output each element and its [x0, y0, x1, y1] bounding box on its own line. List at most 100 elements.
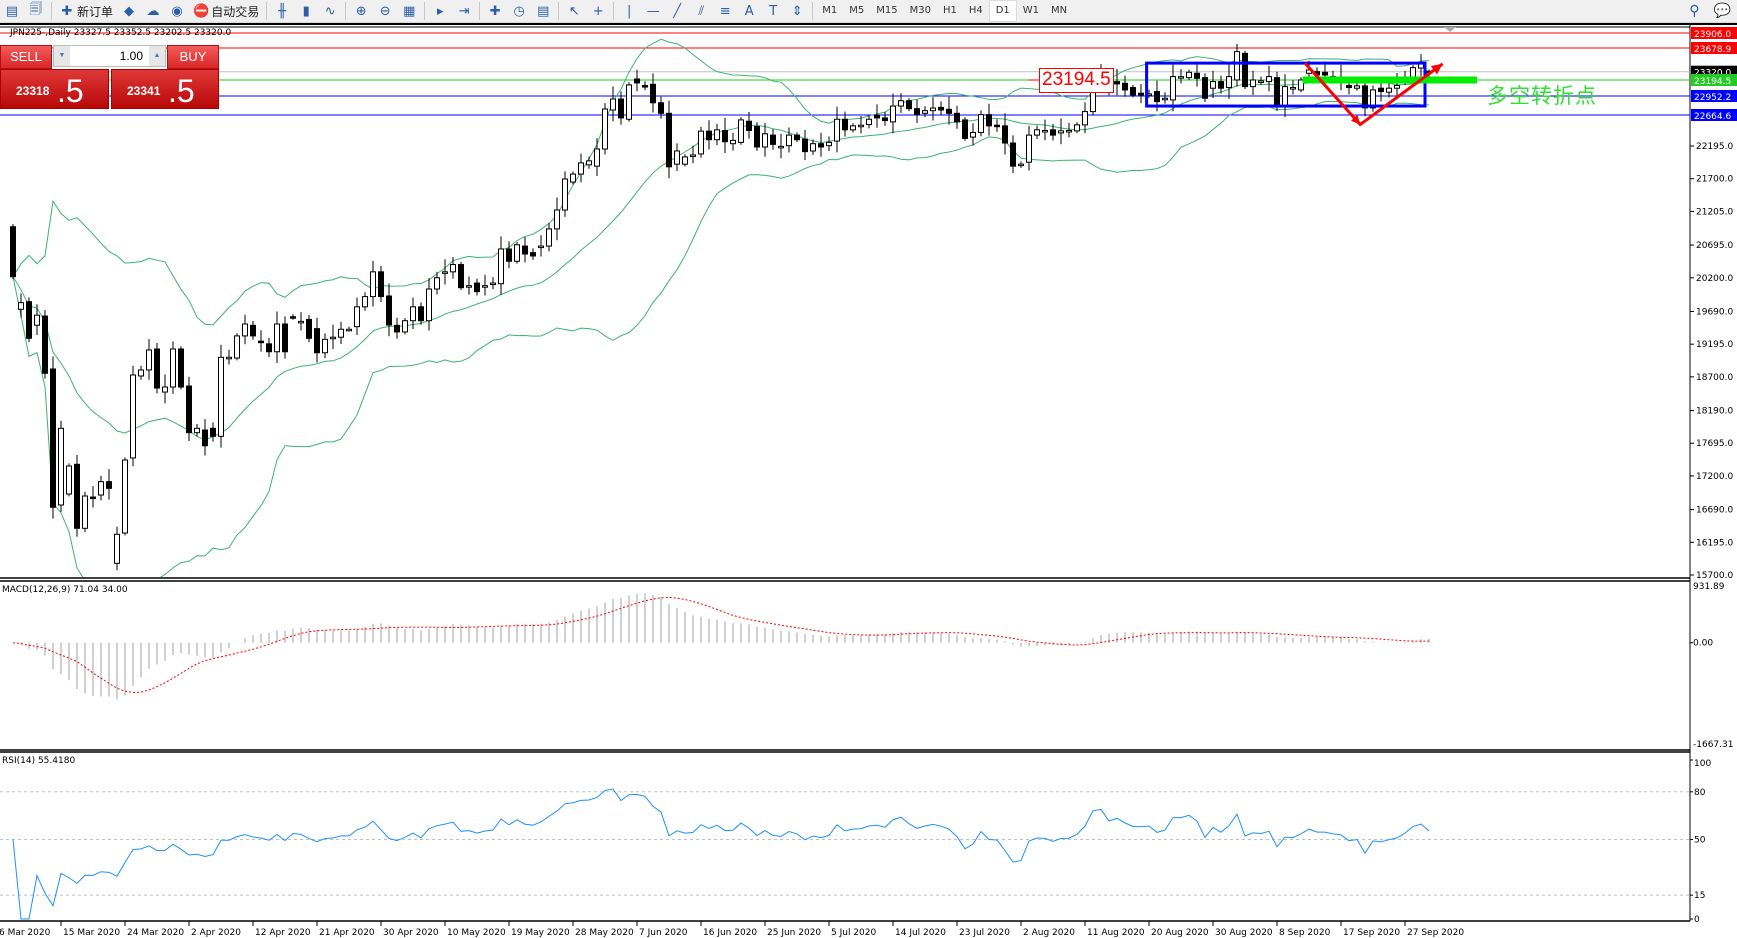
vertical-line-button[interactable]: | [617, 1, 641, 21]
bullish-candle [298, 320, 304, 324]
timeframe-m5[interactable]: M5 [849, 5, 865, 16]
bearish-candle [882, 117, 888, 122]
templates-button[interactable]: ▤ [531, 1, 555, 21]
bullish-candle [442, 271, 448, 274]
buy-price: 23341 [127, 84, 161, 98]
time-axis-label: 17 Sep 2020 [1343, 928, 1400, 938]
fibonacci-button[interactable]: ≡ [713, 1, 737, 21]
price-level-tag [1691, 108, 1737, 121]
bollinger-lower-band [12, 101, 1430, 577]
metaeditor-button[interactable]: ◆ [117, 1, 141, 21]
bullish-candle [362, 296, 368, 308]
bearish-candle [1218, 81, 1224, 89]
bearish-candle [1194, 72, 1200, 79]
bullish-candle [66, 465, 72, 495]
profiles-button[interactable]: 🗐 [24, 1, 48, 21]
toolbar-separator [812, 2, 814, 20]
buy-price-button[interactable]: 23341 .5 [111, 69, 219, 109]
bearish-candle [1154, 91, 1160, 103]
fibonacci-icon: ≡ [719, 3, 731, 19]
chart-shift-button[interactable]: ⇥ [452, 1, 476, 21]
bullish-candle [898, 100, 904, 107]
arrows-button[interactable]: ⇕ [785, 1, 809, 21]
bearish-candle [474, 282, 480, 293]
price-axis-label: 17200.0 [1696, 472, 1733, 482]
bullish-candle [498, 248, 504, 285]
price-axis-label: 19690.0 [1696, 307, 1733, 317]
bullish-candle [858, 124, 864, 128]
time-axis-label: 10 May 2020 [447, 928, 506, 938]
tile-windows-button[interactable]: ▦ [397, 1, 421, 21]
sell-price-button[interactable]: 23318 .5 [0, 69, 109, 109]
price-level-text-label[interactable]: 23194.5 [1039, 68, 1114, 93]
new-chart-button[interactable]: ▤ [0, 1, 24, 21]
bullish-candle [1226, 76, 1232, 89]
bullish-candle [130, 374, 136, 459]
chart-background [0, 24, 1737, 938]
bullish-candle [1026, 134, 1032, 163]
lot-increase-button[interactable]: ▲ [149, 46, 165, 66]
bullish-candle [866, 118, 872, 126]
text-label-icon: T [769, 3, 778, 19]
timeframe-m1[interactable]: M1 [822, 5, 838, 16]
bullish-candle [34, 314, 40, 326]
bearish-candle [42, 315, 48, 374]
bar-chart-button[interactable]: ╫ [270, 1, 294, 21]
timeframe-h1[interactable]: H1 [942, 5, 957, 16]
crosshair-button[interactable]: + [586, 1, 610, 21]
text-button[interactable]: A [737, 1, 761, 21]
time-axis-label: 5 Jul 2020 [831, 928, 876, 938]
autotrading-button[interactable]: ⛔ 自动交易 [189, 1, 263, 21]
trendline-button[interactable]: ╱ [665, 1, 689, 21]
bull-bear-turning-point-label[interactable]: 多空转折点 [1487, 84, 1597, 108]
bearish-candle [650, 83, 656, 104]
signals-icon: ◉ [171, 3, 183, 19]
bullish-candle [1074, 124, 1080, 132]
zoom-in-button[interactable]: ⊕ [349, 1, 373, 21]
timeframe-m15[interactable]: M15 [876, 5, 898, 16]
periods-button[interactable]: ◷ [507, 1, 531, 21]
bullish-candle [810, 143, 816, 152]
bearish-candle [994, 124, 1000, 128]
lot-input[interactable] [71, 47, 143, 65]
autoscroll-button[interactable]: ▸ [428, 1, 452, 21]
new-order-button[interactable]: ✚ 新订单 [55, 1, 117, 21]
zoom-out-button[interactable]: ⊖ [373, 1, 397, 21]
time-axis-label: 23 Jul 2020 [959, 928, 1010, 938]
bullish-candle [354, 306, 360, 328]
cursor-button[interactable]: ↖ [562, 1, 586, 21]
timeframe-d1[interactable]: D1 [988, 0, 1017, 22]
search-icon[interactable]: ⚲ [1689, 3, 1700, 19]
timeframe-h4[interactable]: H4 [968, 5, 983, 16]
chat-icon[interactable]: 💬 [1713, 3, 1731, 19]
time-axis-label: 20 Aug 2020 [1151, 928, 1209, 938]
bullish-candle [778, 145, 784, 149]
time-axis-label: 11 Aug 2020 [1087, 928, 1145, 938]
macd-signal-line [12, 596, 1430, 694]
candlestick-chart-button[interactable]: ▮ [294, 1, 318, 21]
equidistant-channel-button[interactable]: ⫽ [689, 1, 713, 21]
red-arrow-head-icon [1350, 114, 1361, 125]
signals-button[interactable]: ◉ [165, 1, 189, 21]
templates-icon: ▤ [537, 3, 550, 19]
bearish-candle [666, 112, 672, 168]
line-chart-button[interactable]: ∿ [318, 1, 342, 21]
bullish-candle [146, 349, 152, 371]
timeframe-m30[interactable]: M30 [909, 5, 931, 16]
history-center-button[interactable]: ☁ [141, 1, 165, 21]
sell-button[interactable]: SELL [0, 45, 52, 69]
rsi-axis-label: 0 [1694, 915, 1700, 925]
horizontal-line-button[interactable]: — [641, 1, 665, 21]
price-axis-label: 21205.0 [1696, 207, 1733, 217]
timeframe-w1[interactable]: W1 [1022, 5, 1040, 16]
buy-button[interactable]: BUY [167, 45, 219, 69]
indicators-button[interactable]: ✚ [483, 1, 507, 21]
timeframe-mn[interactable]: MN [1051, 5, 1068, 16]
toolbar-button-label: 自动交易 [211, 4, 260, 19]
bullish-candle [1250, 79, 1256, 88]
time-axis-label: 6 Mar 2020 [0, 928, 51, 938]
bullish-candle [218, 356, 224, 437]
text-label-button[interactable]: T [761, 1, 785, 21]
lot-decrease-button[interactable]: ▼ [54, 46, 70, 66]
